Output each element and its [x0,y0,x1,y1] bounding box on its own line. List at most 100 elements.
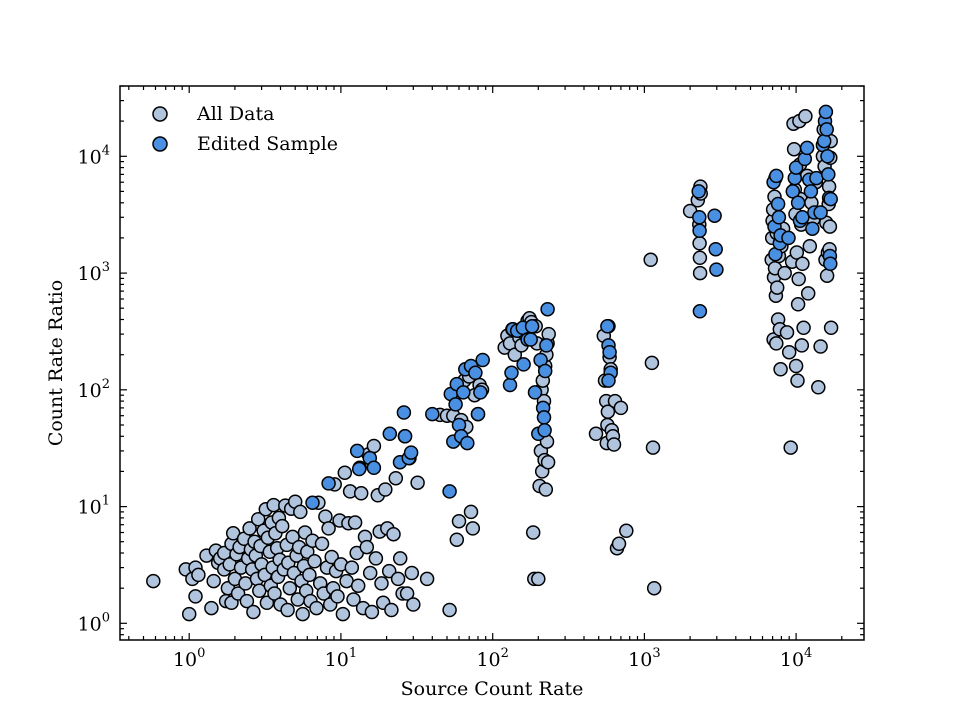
point-edited-sample [537,363,553,379]
point-all-data [302,567,317,583]
point-all-data [822,219,838,234]
y-tick-label: 101 [78,494,110,519]
x-axis-label: Source Count Rate [401,678,584,700]
point-edited-sample [816,133,832,149]
point-all-data [314,536,330,552]
point-edited-sample [523,332,538,347]
point-all-data [790,297,806,312]
legend-label-edited-sample: Edited Sample [197,133,338,155]
point-all-data [800,286,816,301]
point-all-data [795,256,810,272]
point-edited-sample [692,223,707,239]
point-edited-sample [709,262,724,277]
point-all-data [779,325,795,340]
point-all-data [259,595,275,611]
point-edited-sample [803,184,819,199]
point-edited-sample [366,460,382,476]
y-axis-label: Count Rate Ratio [45,280,67,446]
point-edited-sample [470,406,486,422]
point-all-data [781,344,797,360]
point-all-data [442,602,457,618]
x-tick-label: 103 [628,646,660,671]
point-edited-sample [795,210,810,225]
point-edited-sample [771,210,787,225]
point-edited-sample [448,397,463,412]
point-all-data [250,511,266,527]
point-edited-sample [813,205,828,220]
point-all-data [465,521,481,536]
y-tick-label: 104 [78,143,110,168]
point-all-data [794,338,810,353]
point-all-data [293,504,308,520]
point-edited-sample [305,495,320,510]
point-all-data [463,504,479,520]
point-edited-sample [692,304,708,319]
point-all-data [769,280,785,295]
point-all-data [374,576,389,591]
point-edited-sample [769,168,784,184]
point-edited-sample [473,385,488,400]
point-all-data [611,536,627,552]
point-edited-sample [536,410,552,425]
point-all-data [789,245,805,260]
point-all-data [823,320,839,336]
point-all-data [368,551,384,566]
point-all-data [449,532,465,547]
point-all-data [538,482,554,497]
point-all-data [359,539,375,555]
point-all-data [384,602,399,618]
point-edited-sample [349,443,365,459]
point-edited-sample [770,196,786,212]
point-edited-sample [602,344,617,360]
point-all-data [811,380,826,395]
point-all-data [239,593,255,609]
point-edited-sample [790,195,806,211]
point-edited-sample [819,122,834,137]
point-all-data [366,438,382,454]
point-all-data [796,320,811,336]
point-all-data [692,236,707,251]
point-edited-sample [781,230,796,246]
point-edited-sample [820,149,835,164]
point-all-data [191,567,206,583]
point-all-data [791,271,806,287]
point-edited-sample [396,405,412,420]
point-all-data [399,586,415,601]
x-tick-label: 102 [476,646,508,671]
point-edited-sample [516,357,531,372]
point-edited-sample [382,426,398,442]
y-tick-label: 103 [78,260,110,285]
point-all-data [347,515,363,530]
point-edited-sample [707,208,722,223]
point-all-data [392,551,408,566]
point-all-data [386,526,401,542]
point-edited-sample [540,301,555,317]
point-all-data [280,602,295,618]
point-edited-sample [692,210,707,225]
point-all-data [188,589,203,604]
point-all-data [388,470,404,486]
point-all-data [819,268,835,283]
point-all-data [406,597,421,612]
point-edited-sample [351,461,367,477]
point-all-data [378,482,393,497]
point-all-data [318,509,333,524]
point-all-data [643,252,658,268]
point-all-data [588,426,604,442]
point-all-data [246,604,261,620]
point-edited-sample [823,191,838,207]
point-all-data [350,578,366,593]
point-edited-sample [397,429,413,444]
x-tick-labels: 100 101 102 103 104 [173,646,812,671]
point-all-data [786,141,802,157]
point-edited-sample [475,352,490,368]
point-all-data [324,549,339,565]
point-all-data [646,580,662,596]
y-tick-label: 102 [78,377,110,402]
point-all-data [798,109,813,124]
point-all-data [307,554,322,569]
point-all-data [606,437,622,452]
point-all-data [146,573,161,589]
point-edited-sample [504,365,519,381]
